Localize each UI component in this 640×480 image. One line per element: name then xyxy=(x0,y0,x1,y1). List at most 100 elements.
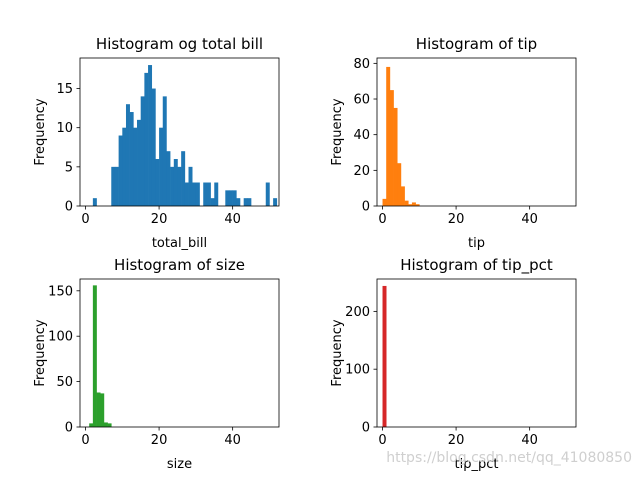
y-tick-label: 100 xyxy=(48,330,73,345)
histogram-bar xyxy=(92,198,97,206)
histogram-bar xyxy=(206,182,211,206)
histogram-bar xyxy=(151,88,156,206)
histogram-bar xyxy=(148,65,153,206)
histogram-bar xyxy=(214,182,219,206)
histogram-bar xyxy=(247,198,252,206)
x-tick-label: 40 xyxy=(521,433,538,448)
histogram-bar xyxy=(273,198,278,206)
histogram-bar xyxy=(100,393,105,427)
y-tick-label: 100 xyxy=(345,363,370,378)
y-tick-label: 40 xyxy=(353,128,370,143)
histogram-bar xyxy=(184,182,189,206)
histogram-bar xyxy=(404,200,409,206)
histogram-bar xyxy=(203,182,208,206)
histogram-bar xyxy=(397,163,402,206)
histogram-bar xyxy=(415,204,420,206)
subplot-2: 0 20 40 0 20 40 60 80 Histogram of tip tip Frequen… xyxy=(330,35,577,251)
x-tick-label: 0 xyxy=(81,433,89,448)
y-tick-label: 10 xyxy=(56,121,73,136)
histogram-bar xyxy=(118,135,123,206)
histogram-bar xyxy=(386,66,391,206)
subplot-title: Histogram of tip xyxy=(416,35,537,53)
histogram-bar xyxy=(181,151,186,206)
histogram-bar xyxy=(111,166,116,206)
x-axis-label: total_bill xyxy=(152,236,207,251)
histogram-bar xyxy=(195,182,200,206)
histogram-bar xyxy=(129,112,134,206)
x-tick-label: 0 xyxy=(378,433,386,448)
histogram-bar xyxy=(192,182,197,206)
histogram-bar xyxy=(170,166,175,206)
histogram-bar xyxy=(133,127,138,206)
histogram-bar xyxy=(114,166,119,206)
x-tick-label: 40 xyxy=(224,212,241,227)
histogram-bar xyxy=(265,182,270,206)
histogram-bar xyxy=(122,127,127,206)
y-axis-label: Frequency xyxy=(33,98,48,165)
x-axis-label: tip_pct xyxy=(455,457,499,472)
y-tick-label: 0 xyxy=(362,200,370,215)
histogram-bar xyxy=(236,198,241,206)
histogram-bar xyxy=(389,90,394,206)
subplot-title: Histogram of size xyxy=(114,256,245,274)
histogram-bar xyxy=(162,96,167,206)
subplot-title: Histogram og total bill xyxy=(96,35,263,53)
histogram-bar xyxy=(96,392,101,427)
y-axis-label: Frequency xyxy=(33,319,48,386)
x-tick-label: 20 xyxy=(151,433,168,448)
axes-frame xyxy=(376,278,577,428)
y-tick-label: 0 xyxy=(362,421,370,436)
x-tick-label: 40 xyxy=(521,212,538,227)
y-tick-label: 20 xyxy=(353,164,370,179)
y-axis-label: Frequency xyxy=(330,98,345,165)
subplot-3: 0 20 40 0 50 100 150 Histogram of size size Frequ… xyxy=(33,256,280,472)
y-tick-label: 80 xyxy=(353,57,370,72)
x-tick-label: 20 xyxy=(448,433,465,448)
x-tick-label: 40 xyxy=(224,433,241,448)
subplot-4: 0 20 40 0 100 200 Histogram of tip_pct tip_pct F… xyxy=(330,256,577,472)
histogram-bar xyxy=(411,202,416,206)
histogram-bar xyxy=(166,151,171,206)
axes-frame xyxy=(79,57,280,207)
histogram-bar xyxy=(107,423,112,427)
y-axis-label: Frequency xyxy=(330,319,345,386)
histogram-bar xyxy=(89,423,94,427)
y-tick-label: 200 xyxy=(345,305,370,320)
y-tick-label: 15 xyxy=(56,82,73,97)
histogram-bar xyxy=(177,166,182,206)
histogram-bar xyxy=(103,422,108,427)
x-tick-label: 0 xyxy=(81,212,89,227)
y-tick-label: 50 xyxy=(56,375,73,390)
histogram-bar xyxy=(92,285,97,427)
histogram-bar xyxy=(232,190,237,206)
histogram-bar xyxy=(188,166,193,206)
x-tick-label: 0 xyxy=(378,212,386,227)
subplot-1: 0 20 40 0 5 10 15 Histogram og total bill total_… xyxy=(33,35,280,251)
histogram-bar xyxy=(382,285,387,427)
histogram-bar xyxy=(400,186,405,206)
histogram-bar xyxy=(155,159,160,206)
histogram-bar xyxy=(228,190,233,206)
y-tick-label: 0 xyxy=(65,200,73,215)
y-tick-label: 0 xyxy=(65,421,73,436)
histogram-bar xyxy=(144,72,149,206)
y-tick-label: 5 xyxy=(65,160,73,175)
histogram-bar xyxy=(210,198,215,206)
subplot-title: Histogram of tip_pct xyxy=(400,256,553,275)
x-axis-label: size xyxy=(167,457,192,472)
histogram-bar xyxy=(408,204,413,206)
x-tick-label: 20 xyxy=(151,212,168,227)
histogram-bar xyxy=(137,119,141,206)
histogram-bar xyxy=(173,159,178,206)
axes-frame xyxy=(79,278,280,428)
watermark: https://blog.csdn.net/qq_41080850 xyxy=(386,450,632,466)
y-tick-label: 60 xyxy=(353,93,370,108)
axes-frame xyxy=(376,57,577,207)
histogram-bar xyxy=(159,127,164,206)
histogram-bar xyxy=(225,190,230,206)
histogram-bar xyxy=(382,198,387,206)
y-tick-label: 150 xyxy=(48,284,73,299)
histogram-bar xyxy=(125,104,130,206)
histogram-bar xyxy=(243,198,248,206)
